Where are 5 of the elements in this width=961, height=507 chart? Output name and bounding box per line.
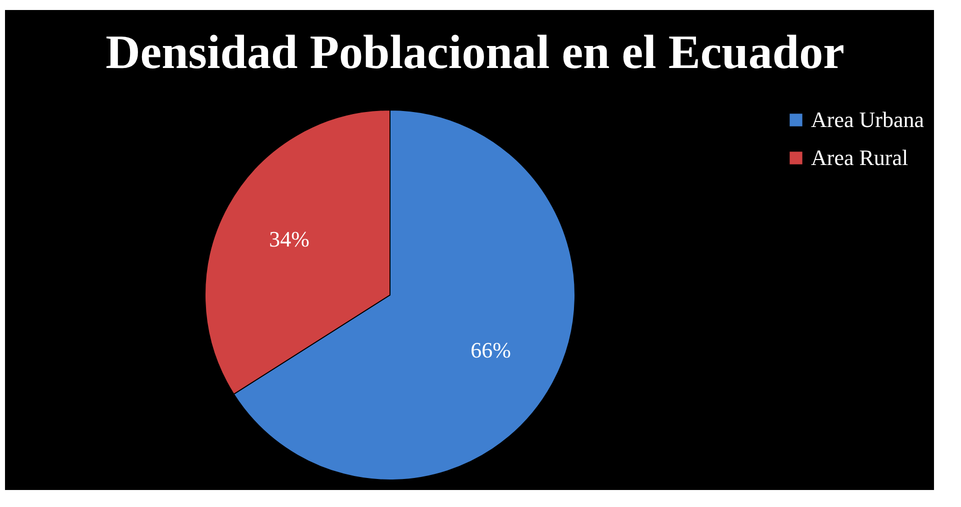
legend-label: Area Rural xyxy=(811,145,908,170)
chart-title: Densidad Poblacional en el Ecuador xyxy=(106,26,844,79)
legend-label: Area Urbana xyxy=(811,107,924,132)
data-label: 66% xyxy=(470,337,511,362)
data-label: 34% xyxy=(269,226,310,252)
